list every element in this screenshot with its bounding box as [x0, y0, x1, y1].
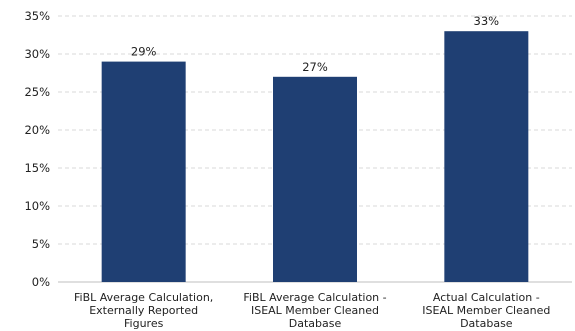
y-tick-label: 10% — [24, 199, 50, 213]
data-labels: 29% 27% 33% — [131, 14, 499, 74]
data-label: 33% — [474, 14, 500, 28]
x-tick-label: FiBL Average Calculation, Externally Repo… — [74, 291, 213, 330]
x-tick-label-line: FiBL Average Calculation - — [243, 291, 386, 304]
x-tick-label: FiBL Average Calculation -ISEAL Member C… — [243, 291, 386, 330]
y-tick-label: 20% — [24, 123, 50, 137]
y-tick-label: 15% — [24, 161, 50, 175]
x-tick-label-line: Externally Reported — [89, 304, 198, 317]
x-tick-label-line: Actual Calculation - — [433, 291, 540, 304]
y-tick-label: 5% — [32, 237, 50, 251]
x-tick-label-line: ISEAL Member Cleaned — [422, 304, 550, 317]
x-axis: FiBL Average Calculation, Externally Repo… — [74, 291, 550, 330]
x-tick-label-line: Figures — [124, 317, 164, 330]
x-tick-label: Actual Calculation -ISEAL Member Cleaned… — [422, 291, 550, 330]
data-label: 29% — [131, 45, 157, 59]
y-tick-label: 30% — [24, 47, 50, 61]
x-tick-label-line: ISEAL Member Cleaned — [251, 304, 379, 317]
x-tick-label-line: Database — [460, 317, 513, 330]
bars — [101, 31, 529, 283]
bar — [273, 76, 357, 282]
data-label: 27% — [302, 60, 328, 74]
bar — [444, 31, 529, 283]
bar — [101, 61, 186, 282]
x-tick-label-line: Database — [289, 317, 342, 330]
y-tick-label: 25% — [24, 85, 50, 99]
x-tick-label-line: FiBL Average Calculation, — [74, 291, 213, 304]
y-tick-label: 0% — [32, 275, 50, 289]
y-tick-label: 35% — [24, 9, 50, 23]
